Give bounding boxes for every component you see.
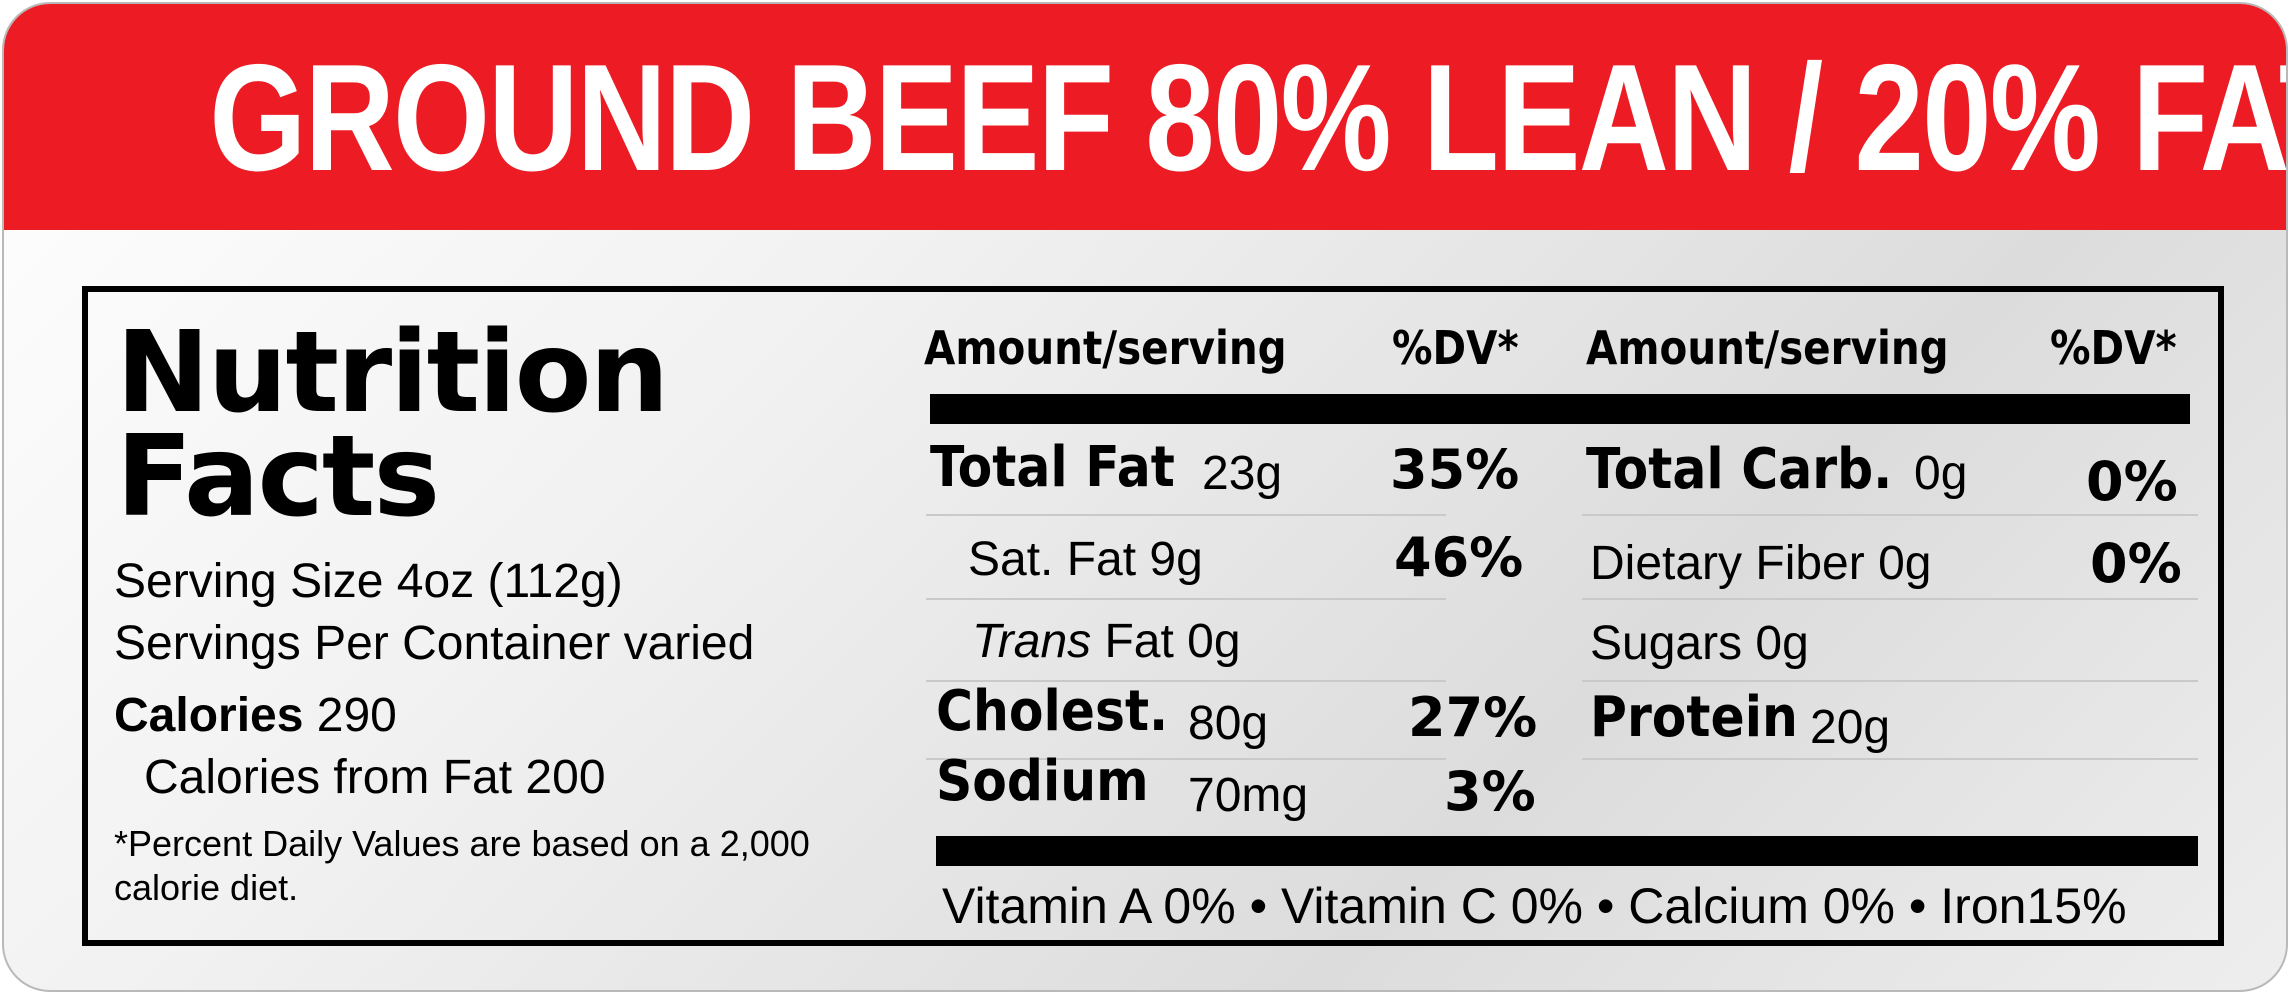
trans-fat-label: Trans Fat 0g (972, 614, 1241, 670)
protein-amount: 20g (1810, 701, 1891, 754)
right-dv-header: %DV* (2050, 321, 2177, 375)
total-carb-amount: 0g (1914, 447, 1968, 500)
left-amount-header: Amount/serving (924, 321, 1287, 375)
calories-line: Calories 290 (114, 692, 397, 740)
nutrition-facts-title-line2: Facts (116, 412, 440, 542)
row-divider (1582, 758, 2198, 760)
row-divider (926, 680, 1446, 682)
total-carb-dv: 0% (2086, 450, 2178, 513)
cholest-dv: 27% (1408, 686, 1538, 749)
nutrition-facts-panel: Nutrition Facts Serving Size 4oz (112g) … (82, 286, 2224, 946)
sodium-dv: 3% (1444, 760, 1536, 823)
cholest-label: Cholest. (936, 679, 1169, 744)
row-divider (1582, 598, 2198, 600)
vitamins-line: Vitamin A 0% • Vitamin C 0% • Calcium 0%… (942, 878, 2127, 934)
row-divider (1582, 514, 2198, 516)
sugars-label: Sugars 0g (1590, 617, 1809, 670)
dietary-fiber-label: Dietary Fiber 0g (1590, 537, 1932, 590)
right-amount-header: Amount/serving (1586, 321, 1949, 375)
row-divider (926, 758, 1446, 760)
row-divider (926, 514, 1446, 516)
calories-value: 290 (316, 689, 397, 742)
header-divider (930, 394, 2190, 424)
dietary-fiber-dv: 0% (2090, 532, 2182, 595)
total-fat-dv: 35% (1390, 438, 1520, 501)
calories-from-fat: Calories from Fat 200 (144, 751, 606, 804)
cholest-amount: 80g (1188, 697, 1269, 750)
product-title: GROUND BEEF 80% LEAN / 20% FAT (209, 33, 2288, 203)
calories-label: Calories (114, 689, 304, 742)
row-divider (926, 598, 1446, 600)
row-divider (1582, 680, 2198, 682)
left-dv-header: %DV* (1392, 321, 1519, 375)
total-carb-label: Total Carb. (1586, 437, 1893, 502)
servings-per-container: Servings Per Container varied (114, 617, 755, 670)
protein-label: Protein (1590, 685, 1798, 750)
trans-italic: Trans (972, 615, 1092, 668)
daily-value-footnote: *Percent Daily Values are based on a 2,0… (114, 823, 810, 908)
trans-fat-rest: Fat 0g (1091, 615, 1241, 668)
sodium-amount: 70mg (1188, 769, 1309, 822)
vitamin-divider (936, 836, 2198, 866)
serving-size: Serving Size 4oz (112g) (114, 555, 623, 608)
total-fat-label: Total Fat (930, 435, 1175, 500)
sodium-label: Sodium (936, 749, 1149, 814)
sat-fat-label: Sat. Fat 9g (968, 533, 1203, 586)
sat-fat-dv: 46% (1394, 526, 1524, 589)
title-banner: GROUND BEEF 80% LEAN / 20% FAT (4, 4, 2286, 230)
nutrition-facts-title-line1: Nutrition (116, 308, 669, 438)
total-fat-amount: 23g (1202, 447, 1283, 500)
